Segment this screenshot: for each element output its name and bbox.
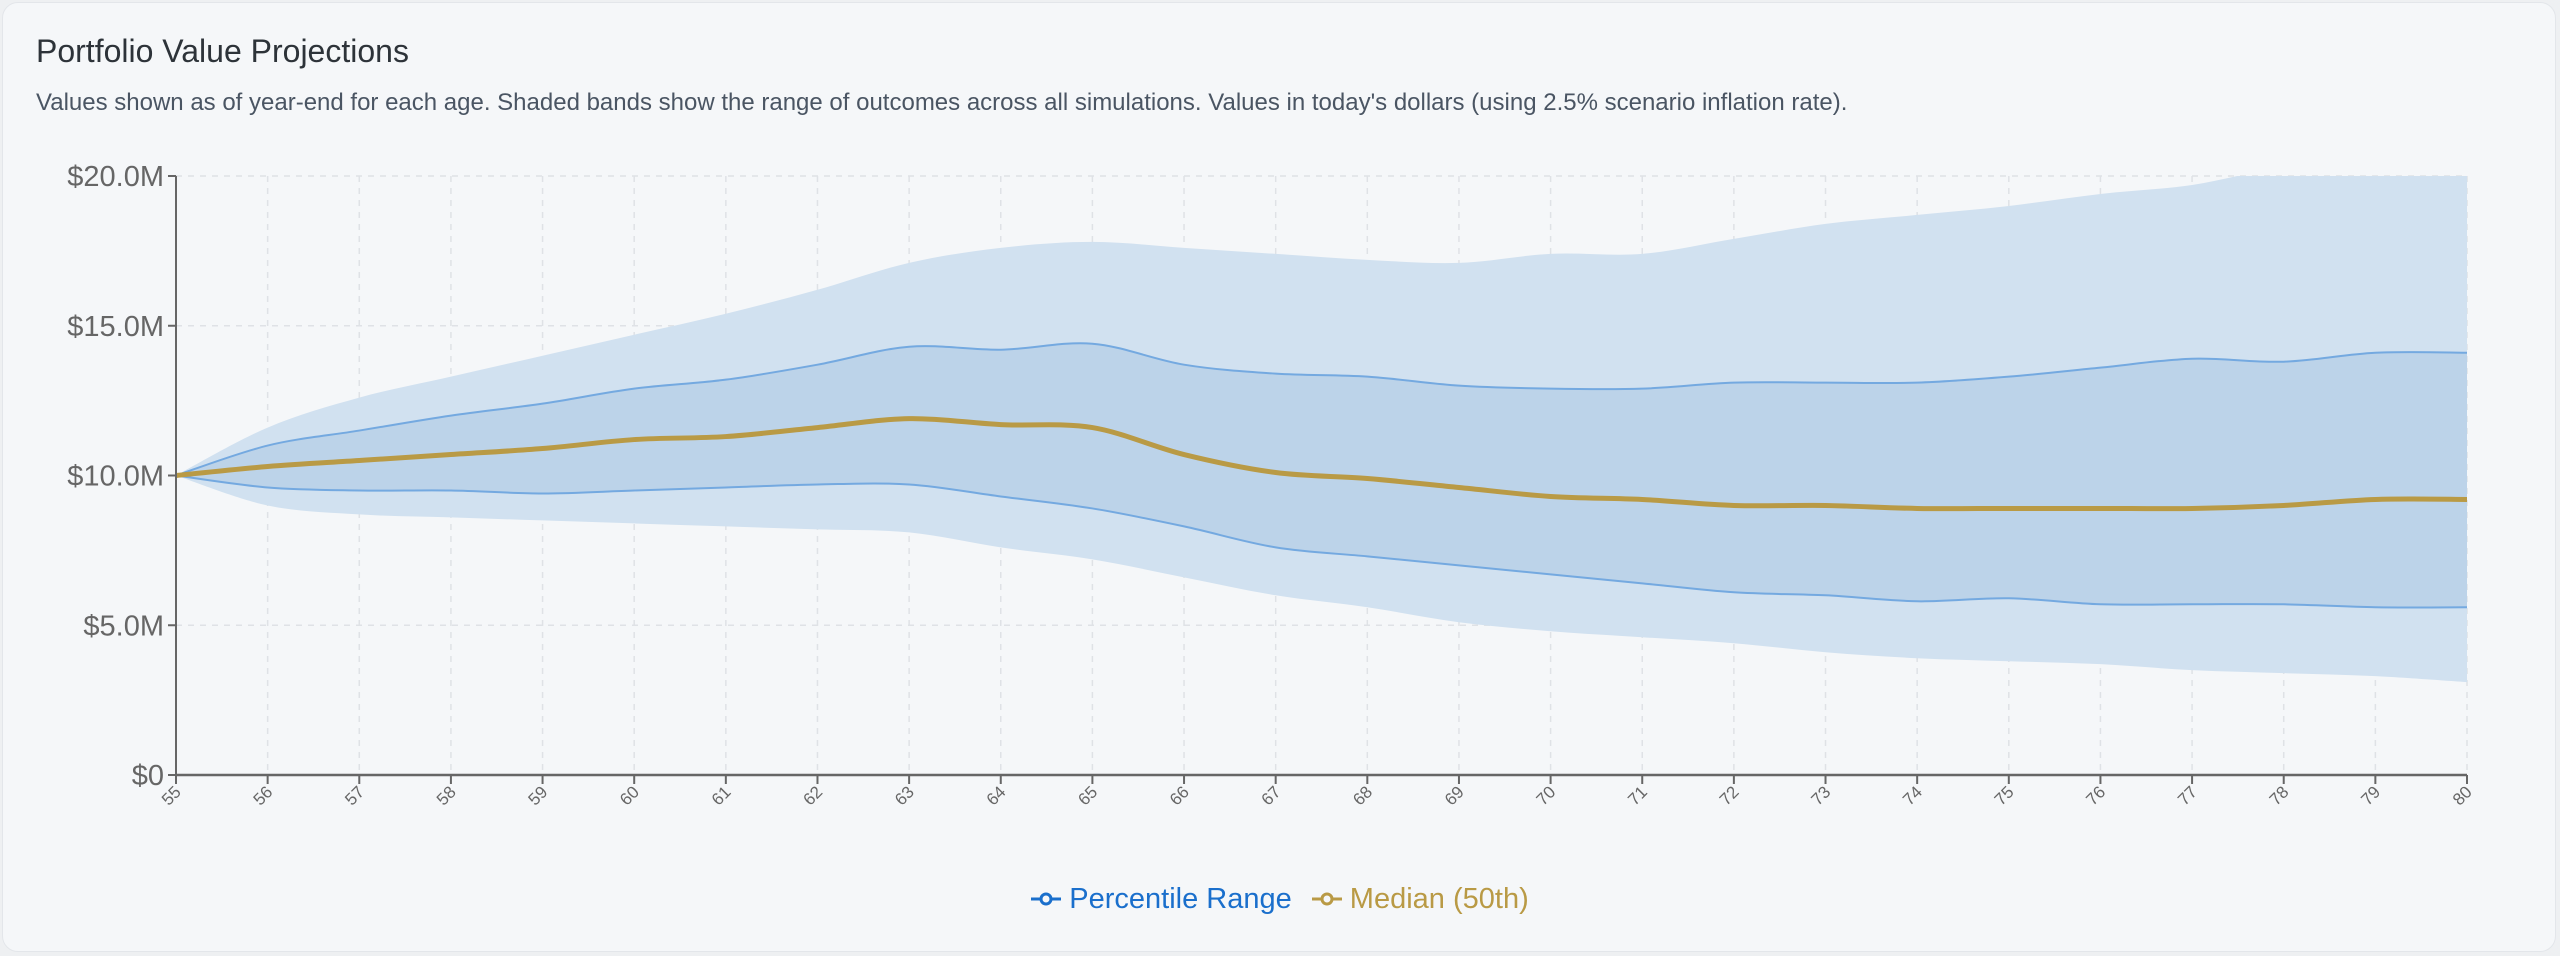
x-tick-label: 66 (1166, 782, 1193, 809)
legend-line-circle-icon (1031, 892, 1062, 906)
x-tick-label: 71 (1624, 782, 1651, 809)
x-tick-label: 78 (2266, 782, 2293, 809)
x-tick-label: 72 (1716, 782, 1743, 809)
y-tick-label: $10.0M (67, 461, 164, 493)
x-tick-label: 73 (1808, 782, 1835, 809)
legend-label: Percentile Range (1069, 882, 1292, 915)
y-tick-label: $5.0M (83, 610, 164, 642)
x-tick-label: 59 (525, 782, 552, 809)
median-line (176, 416, 2467, 512)
y-tick-label: $20.0M (67, 161, 164, 193)
band-inner-lower-line (176, 474, 2467, 609)
x-tick-label: 61 (708, 782, 735, 809)
x-tick-label: 60 (616, 782, 643, 809)
x-tick-label: 77 (2174, 782, 2201, 809)
y-tick-label: $15.0M (67, 311, 164, 343)
x-tick-label: 63 (891, 782, 918, 809)
x-tick-label: 75 (1991, 782, 2018, 809)
x-tick-label: 58 (433, 782, 460, 809)
x-tick-label: 70 (1533, 782, 1560, 809)
band-inner-upper-line (176, 342, 2467, 477)
x-tick-label: 65 (1074, 782, 1101, 809)
legend-item-percentile-range[interactable]: Percentile Range (1031, 882, 1292, 916)
x-tick-label: 76 (2082, 782, 2109, 809)
chart-title: Portfolio Value Projections (36, 33, 409, 69)
legend: Percentile Range Median (50th) (3, 881, 2557, 916)
x-tick-label: 56 (250, 782, 277, 809)
y-tick-label: $0 (132, 760, 164, 792)
x-tick-label: 68 (1349, 782, 1376, 809)
x-tick-label: 67 (1258, 782, 1285, 809)
legend-line-circle-icon (1311, 892, 1342, 906)
x-tick-label: 64 (983, 782, 1010, 809)
x-tick-label: 57 (341, 782, 368, 809)
plot-area (176, 176, 2467, 683)
x-tick-label: 62 (799, 782, 826, 809)
legend-item-median[interactable]: Median (50th) (1311, 882, 1529, 916)
x-tick-label: 69 (1441, 782, 1468, 809)
x-tick-label: 80 (2449, 782, 2476, 809)
x-tick-label: 79 (2357, 782, 2384, 809)
x-tick-label: 74 (1899, 782, 1926, 809)
legend-label: Median (50th) (1349, 882, 1529, 915)
chart-subtitle: Values shown as of year-end for each age… (36, 89, 1848, 116)
